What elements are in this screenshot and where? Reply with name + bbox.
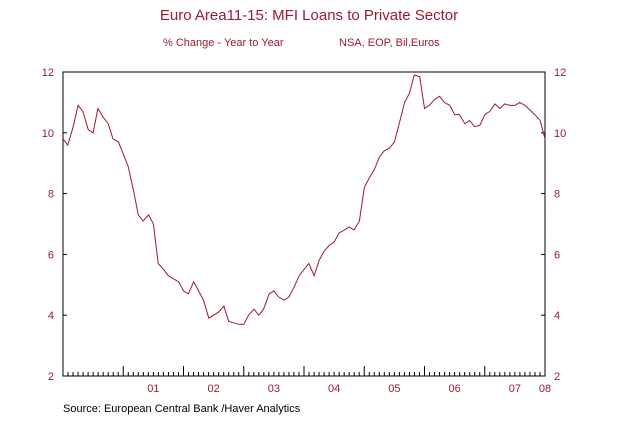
y-tick-label-right: 10	[554, 128, 566, 140]
plot-frame	[62, 71, 546, 377]
source-note: Source: European Central Bank /Haver Ana…	[63, 403, 301, 415]
y-tick-label-left: 12	[42, 67, 54, 79]
x-tick-label: 07	[509, 383, 521, 395]
y-axis-left: 2 4 6 8 10 12	[42, 67, 67, 383]
y-tick-label-left: 2	[48, 371, 54, 383]
x-tick-label: 03	[268, 383, 280, 395]
series-line-mfi-loans	[62, 74, 546, 325]
chart-subtitle-left: % Change - Year to Year	[163, 37, 284, 49]
x-tick-label: 01	[147, 383, 159, 395]
x-tick-label: 06	[449, 383, 461, 395]
y-tick-label-right: 2	[554, 371, 560, 383]
y-tick-label-right: 4	[554, 310, 560, 322]
y-tick-label-right: 6	[554, 249, 560, 261]
x-tick-label: 02	[208, 383, 220, 395]
chart-subtitle-right: NSA, EOP, Bil.Euros	[339, 37, 440, 49]
y-axis-right: 2 4 6 8 10 12	[541, 67, 566, 383]
y-tick-label-left: 8	[48, 189, 54, 201]
x-tick-label: 04	[328, 383, 340, 395]
x-tick-label: 08	[539, 383, 551, 395]
x-tick-label: 05	[388, 383, 400, 395]
x-axis: 01 02 03 04 05 06 07 08	[62, 366, 551, 395]
y-tick-label-right: 12	[554, 67, 566, 79]
y-tick-label-right: 8	[554, 189, 560, 201]
y-tick-label-left: 6	[48, 249, 54, 261]
y-tick-label-left: 4	[48, 310, 54, 322]
chart-title: Euro Area11-15: MFI Loans to Private Sec…	[160, 7, 458, 24]
y-tick-label-left: 10	[42, 128, 54, 140]
